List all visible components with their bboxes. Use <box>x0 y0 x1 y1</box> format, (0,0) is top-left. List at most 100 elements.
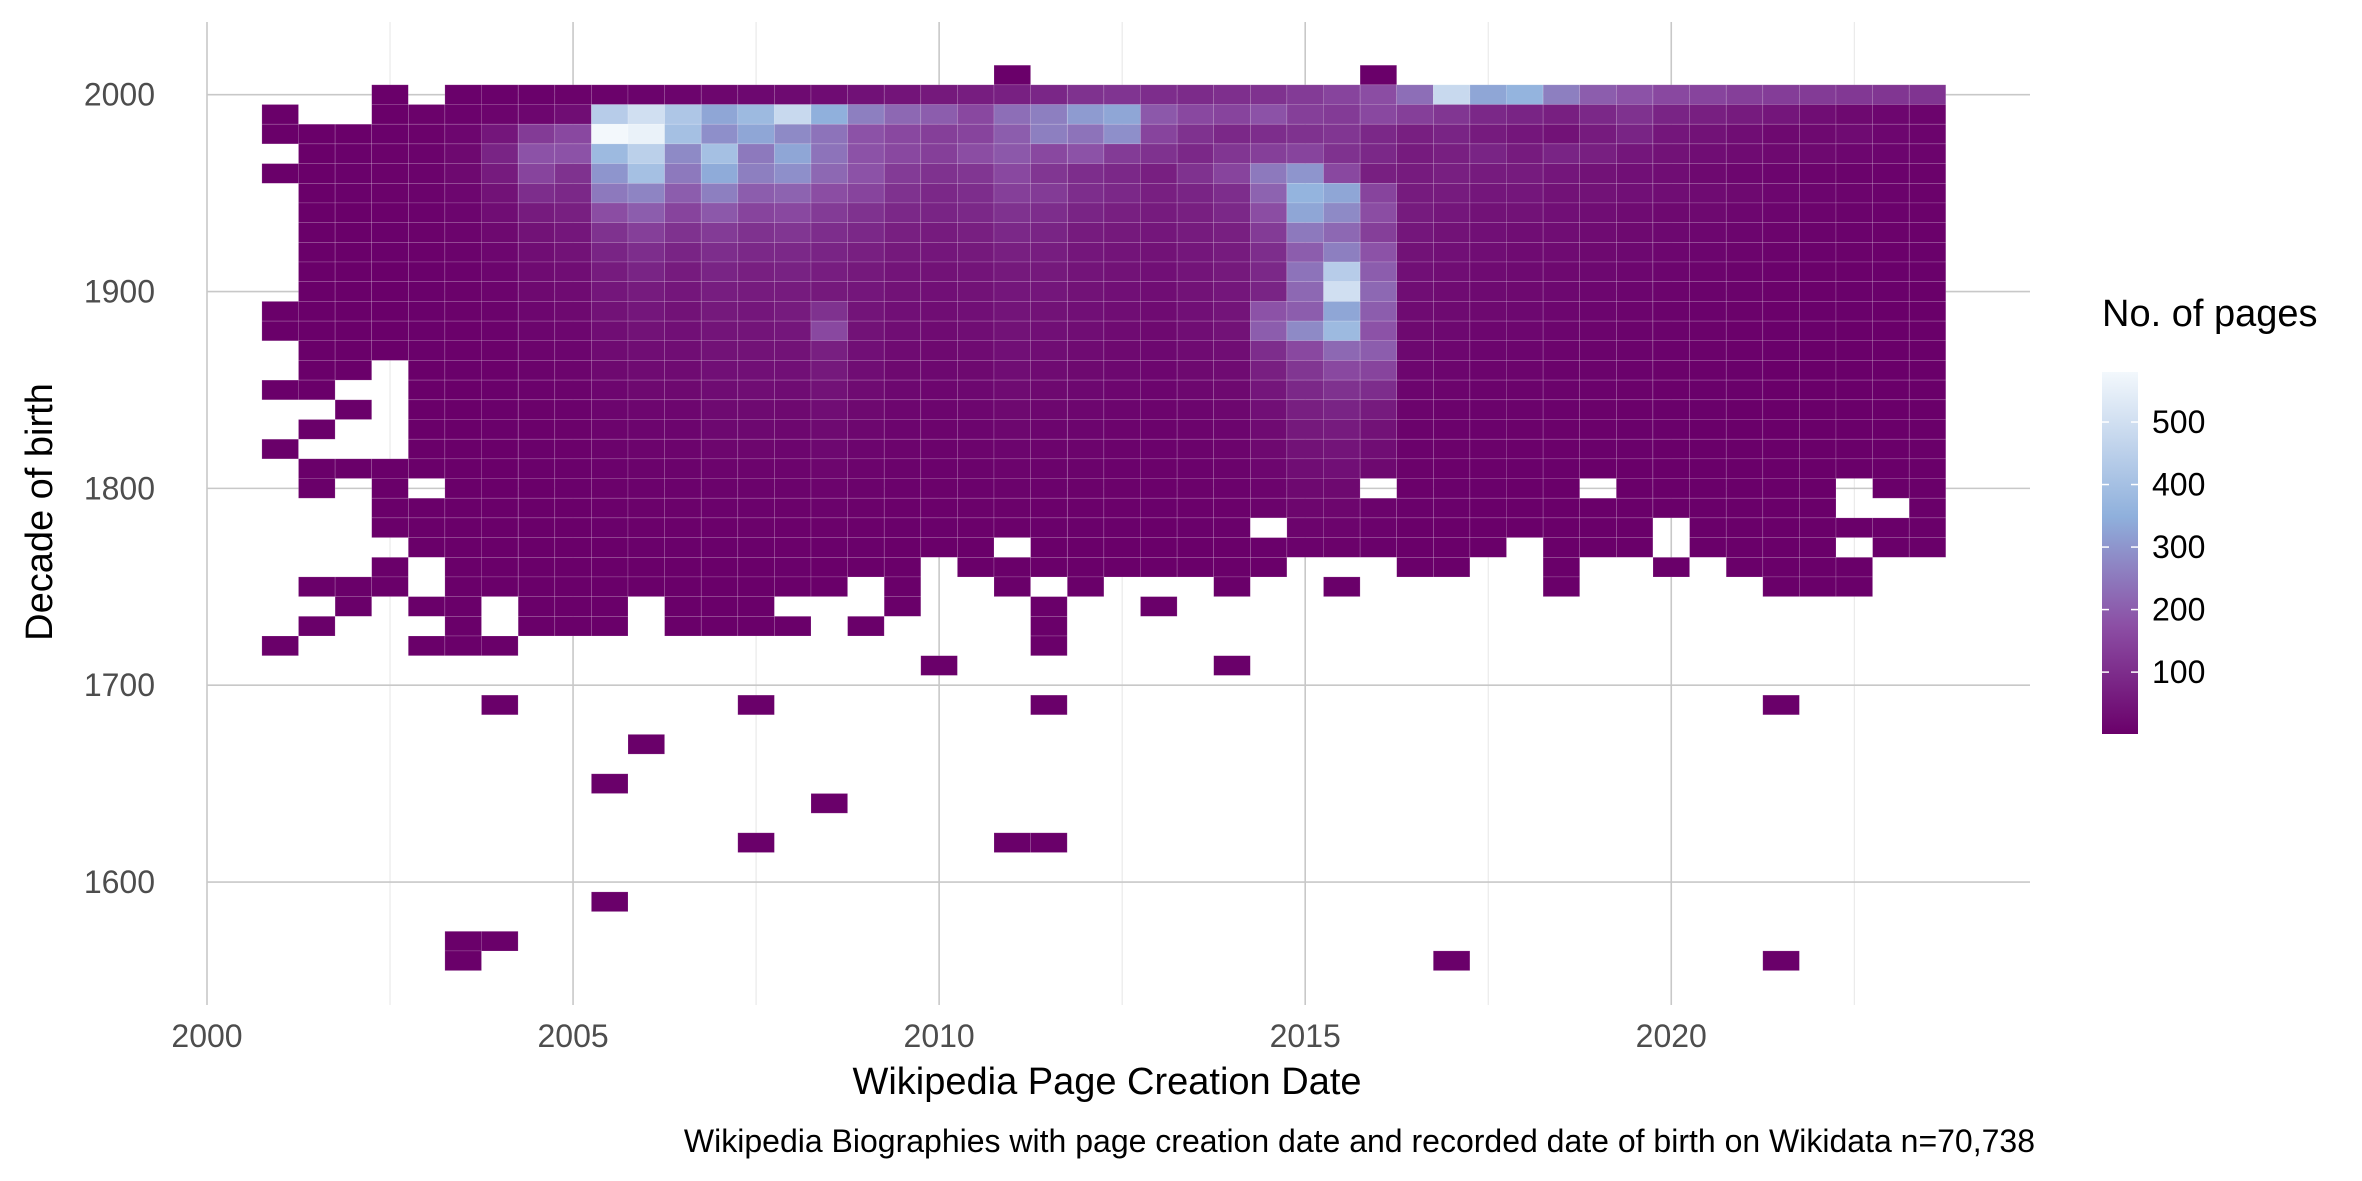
heatmap-cell <box>1762 104 1800 125</box>
heatmap-cell <box>1140 360 1178 381</box>
heatmap-cell <box>407 242 446 263</box>
heatmap-cell <box>1250 242 1288 263</box>
heatmap-cell <box>591 399 629 420</box>
heatmap-cell <box>737 163 775 184</box>
heatmap-cell <box>1396 261 1434 283</box>
heatmap-cell <box>1616 183 1654 204</box>
heatmap-cell <box>1689 104 1727 125</box>
heatmap-cell <box>1579 301 1617 322</box>
heatmap-cell <box>1359 379 1397 401</box>
heatmap-cell <box>1908 104 1947 125</box>
heatmap-cell <box>1396 281 1434 302</box>
heatmap-cell <box>1359 84 1397 105</box>
heatmap-cell <box>1433 379 1471 401</box>
heatmap-cell <box>444 123 482 145</box>
heatmap-cell <box>774 183 812 204</box>
heatmap-cell <box>261 438 299 460</box>
heatmap-cell <box>1213 143 1251 164</box>
heatmap-cell <box>737 123 775 145</box>
heatmap-cell <box>1579 537 1617 558</box>
heatmap-cell <box>993 163 1031 184</box>
heatmap-cell <box>737 84 775 105</box>
heatmap-cell <box>1542 497 1580 519</box>
heatmap-cell <box>261 320 299 342</box>
heatmap-cell <box>883 576 922 597</box>
heatmap-cell <box>371 281 409 302</box>
heatmap-cell <box>920 320 958 342</box>
heatmap-cell <box>810 320 848 342</box>
heatmap-cell <box>737 556 775 578</box>
heatmap-cell <box>1689 222 1727 243</box>
heatmap-cell <box>993 222 1031 243</box>
heatmap-cell <box>1103 379 1141 401</box>
y-tick-label: 2000 <box>84 77 155 113</box>
heatmap-cell <box>1469 419 1507 440</box>
heatmap-cell <box>737 360 775 381</box>
heatmap-cell <box>1908 537 1947 558</box>
heatmap-cell <box>1396 537 1434 558</box>
heatmap-cell <box>1616 360 1654 381</box>
heatmap-cell <box>1872 360 1910 381</box>
heatmap-cell <box>1908 379 1947 401</box>
heatmap-cell <box>517 183 556 204</box>
heatmap-cell <box>957 379 995 401</box>
heatmap-cell <box>1506 340 1544 361</box>
heatmap-cell <box>481 930 519 952</box>
heatmap-cell <box>1799 222 1837 243</box>
heatmap-cell <box>1176 379 1214 401</box>
heatmap-cell <box>1616 143 1654 164</box>
heatmap-cell <box>1616 163 1654 184</box>
heatmap-cell <box>1030 478 1068 499</box>
heatmap-cell <box>664 84 702 105</box>
heatmap-cell <box>627 261 665 283</box>
heatmap-cell <box>1689 497 1727 519</box>
heatmap-cell <box>554 301 592 322</box>
heatmap-cell <box>1689 537 1727 558</box>
heatmap-cell <box>481 576 519 597</box>
heatmap-cell <box>1799 301 1837 322</box>
heatmap-cell <box>1689 399 1727 420</box>
heatmap-cell <box>481 537 519 558</box>
heatmap-cell <box>1799 281 1837 302</box>
heatmap-cell <box>1286 478 1324 499</box>
heatmap-cell <box>1469 202 1507 223</box>
heatmap-cell <box>1908 261 1947 283</box>
heatmap-cell <box>774 163 812 184</box>
heatmap-cell <box>1396 104 1434 125</box>
heatmap-cell <box>920 438 958 460</box>
heatmap-cell <box>591 537 629 558</box>
heatmap-cell <box>1103 438 1141 460</box>
heatmap-cell <box>737 104 775 125</box>
heatmap-cell <box>554 261 592 283</box>
heatmap-cell <box>1725 478 1764 499</box>
heatmap-cell <box>1579 399 1617 420</box>
heatmap-cell <box>1469 537 1507 558</box>
heatmap-cell <box>1176 458 1214 479</box>
heatmap-cell <box>920 379 958 401</box>
heatmap-cell <box>993 183 1031 204</box>
heatmap-cell <box>1103 517 1141 538</box>
heatmap-cell <box>1469 123 1507 145</box>
heatmap-cell <box>1652 222 1690 243</box>
heatmap-cell <box>1286 497 1324 519</box>
heatmap-cell <box>591 360 629 381</box>
heatmap-cell <box>481 242 519 263</box>
heatmap-cell <box>1359 320 1397 342</box>
heatmap-cell <box>1286 123 1324 145</box>
heatmap-cell <box>1323 202 1361 223</box>
heatmap-cell <box>1469 379 1507 401</box>
heatmap-cell <box>810 84 848 105</box>
heatmap-cell <box>298 301 336 322</box>
heatmap-cell <box>1872 301 1910 322</box>
heatmap-cell <box>1835 458 1873 479</box>
heatmap-cell <box>1835 261 1873 283</box>
heatmap-cell <box>700 556 739 578</box>
heatmap-cell <box>591 497 629 519</box>
heatmap-cell <box>627 360 665 381</box>
heatmap-cell <box>1323 104 1361 125</box>
heatmap-cell <box>883 281 922 302</box>
heatmap-cell <box>627 399 665 420</box>
heatmap-cell <box>334 143 373 164</box>
heatmap-cell <box>1725 419 1764 440</box>
heatmap-cell <box>627 242 665 263</box>
